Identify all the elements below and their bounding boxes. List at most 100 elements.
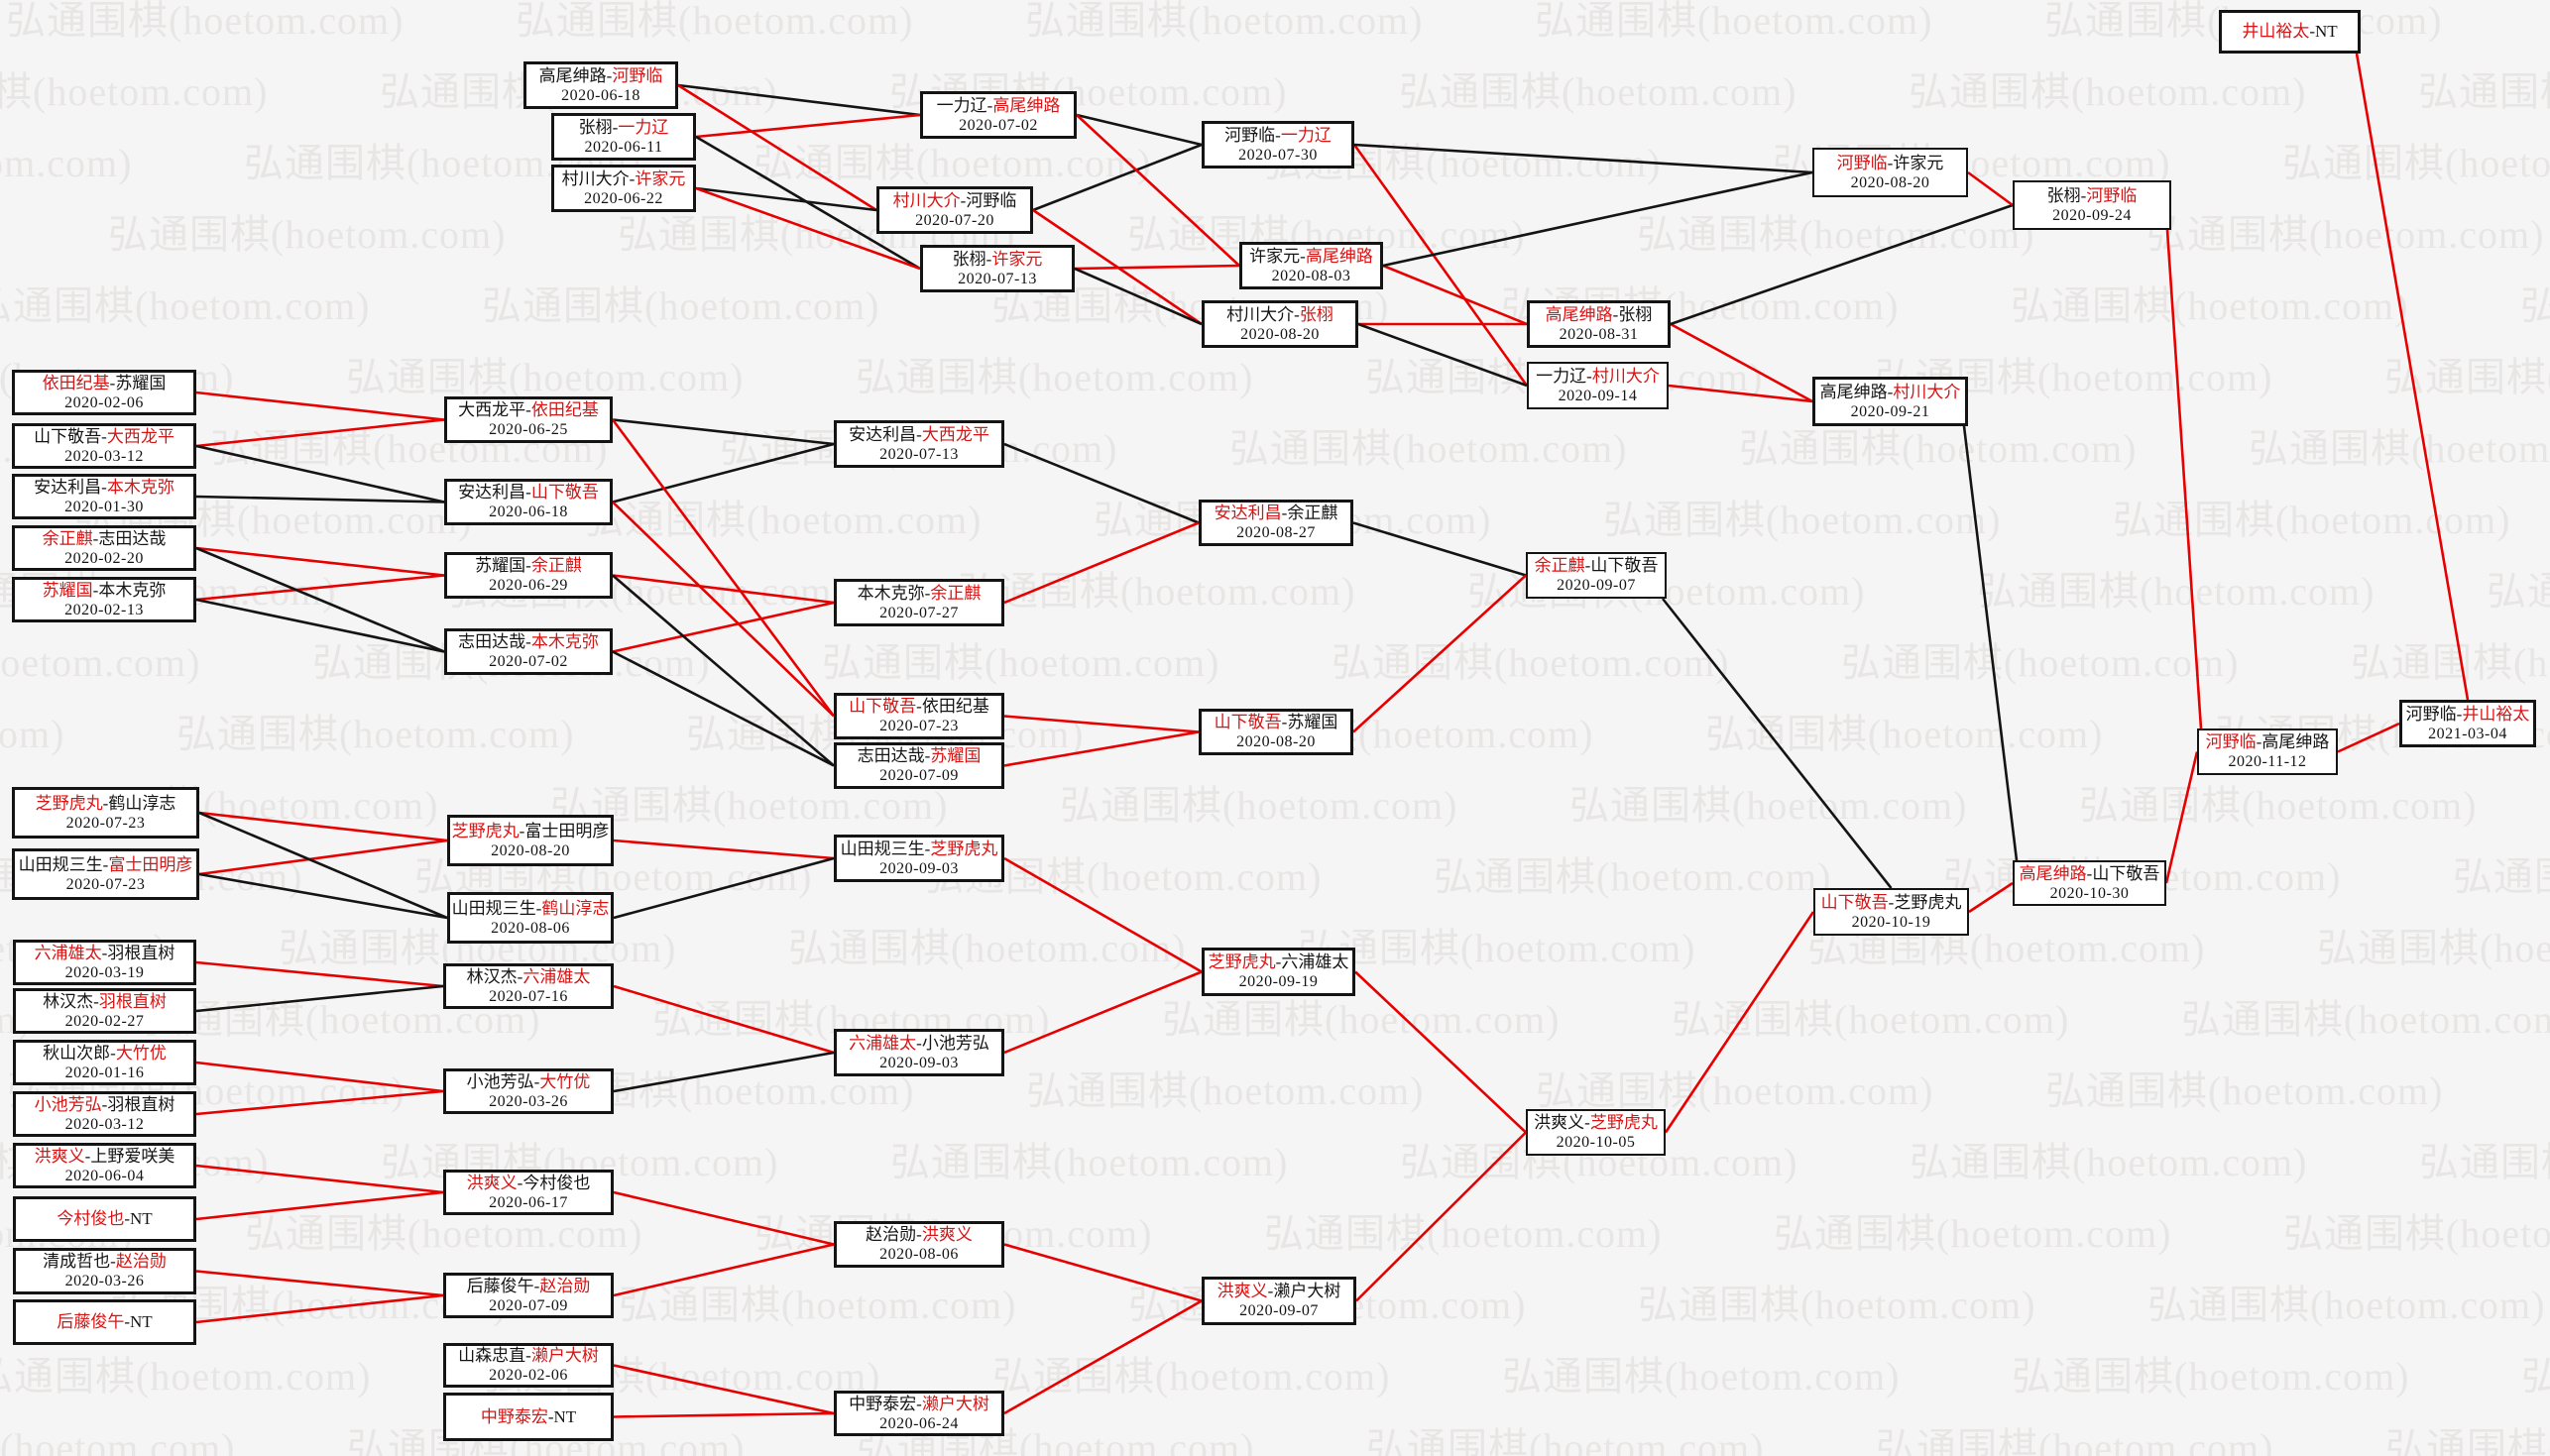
winner-path-line — [1355, 1131, 1527, 1302]
loser-name: 安达利昌 — [458, 483, 526, 502]
match-box-t6[interactable]: 张栩-许家元 2020-07-13 — [920, 245, 1075, 292]
loser-name: 富士田明彦 — [524, 821, 610, 840]
winner-name: 富士田明彦 — [108, 854, 193, 874]
winner-path-line — [612, 501, 835, 718]
winner-name: 依田纪基 — [530, 400, 599, 419]
match-box-q4[interactable]: 后藤俊午-NT — [13, 1299, 196, 1345]
site-watermark: 弘通围棋(hoetom.com) — [584, 498, 983, 542]
loser-name: 鹤山淳志 — [108, 793, 176, 813]
match-box-n2[interactable]: 山田规三生-富士田明彦 2020-07-23 — [12, 848, 199, 900]
match-box-q5[interactable]: 洪爽义-今村俊也 2020-06-17 — [443, 1170, 614, 1215]
site-watermark: 弘通围棋(hoetom.com) — [0, 1354, 372, 1399]
match-box-t4[interactable]: 一力辽-高尾绅路 2020-07-02 — [920, 91, 1077, 139]
vs-dash: - — [517, 966, 523, 986]
match-box-q3[interactable]: 清成哲也-赵治勋 2020-03-26 — [13, 1248, 196, 1294]
match-box-s2[interactable]: 山下敬吾-芝野虎丸 2020-10-19 — [1813, 888, 1969, 936]
match-box-n5[interactable]: 山田规三生-芝野虎丸 2020-09-03 — [834, 835, 1004, 882]
match-box-m16[interactable]: 余正麒-山下敬吾 2020-09-07 — [1526, 552, 1667, 599]
match-box-m4[interactable]: 余正麒-志田达哉 2020-02-20 — [12, 525, 196, 571]
match-box-m15[interactable]: 山下敬吾-苏耀国 2020-08-20 — [1199, 709, 1353, 755]
match-box-q6[interactable]: 后藤俊午-赵治勋 2020-07-09 — [443, 1273, 614, 1318]
loser-path-line — [612, 442, 835, 504]
match-box-p4[interactable]: 小池芳弘-羽根直树 2020-03-12 — [13, 1091, 196, 1137]
match-date: 2020-07-20 — [915, 211, 994, 229]
match-box-t17[interactable]: 河野临-井山裕太 2021-03-04 — [2399, 700, 2536, 747]
loser-name: 高尾绅路 — [538, 65, 607, 85]
match-box-m14[interactable]: 安达利昌-余正麒 2020-08-27 — [1199, 500, 1353, 546]
match-box-t15[interactable]: 井山裕太-NT — [2219, 10, 2361, 54]
match-players: 高尾绅路-山下敬吾 — [2020, 864, 2160, 884]
match-box-t12[interactable]: 河野临-许家元 2020-08-20 — [1812, 148, 1968, 197]
loser-name: 一力辽 — [1536, 366, 1587, 386]
winner-name: 鹤山淳志 — [541, 898, 610, 918]
match-players: 河野临-井山裕太 — [2406, 705, 2530, 725]
match-box-m10[interactable]: 安达利昌-大西龙平 2020-07-13 — [834, 420, 1004, 468]
match-box-t8[interactable]: 许家元-高尾绅路 2020-08-03 — [1239, 242, 1383, 289]
match-box-n7[interactable]: 芝野虎丸-六浦雄太 2020-09-19 — [1202, 948, 1355, 996]
winner-name: 六浦雄太 — [34, 943, 102, 962]
match-box-t9[interactable]: 村川大介-张栩 2020-08-20 — [1202, 300, 1358, 348]
match-box-p3[interactable]: 秋山次郎-大竹优 2020-01-16 — [13, 1040, 196, 1085]
match-box-m3[interactable]: 安达利昌-本木克弥 2020-01-30 — [12, 474, 196, 519]
match-box-t1[interactable]: 高尾绅路-河野临 2020-06-18 — [523, 61, 678, 109]
site-watermark: 弘通围棋(hoetom.com) — [1535, 0, 1933, 43]
match-box-m6[interactable]: 大西龙平-依田纪基 2020-06-25 — [444, 396, 613, 443]
winner-path-line — [195, 1293, 444, 1324]
vs-dash: - — [2256, 732, 2262, 751]
winner-name: 赵治勋 — [115, 1252, 167, 1271]
match-box-q9[interactable]: 赵治勋-洪爽义 2020-08-06 — [834, 1221, 1004, 1268]
loser-name: 山下敬吾 — [34, 426, 102, 446]
match-box-t11[interactable]: 一力辽-村川大介 2020-09-14 — [1527, 362, 1669, 409]
match-box-t7[interactable]: 河野临-一力辽 2020-07-30 — [1202, 121, 1354, 168]
loser-name: 后藤俊午 — [466, 1276, 534, 1295]
match-box-p6[interactable]: 小池芳弘-大竹优 2020-03-26 — [443, 1068, 614, 1114]
match-box-m11[interactable]: 本木克弥-余正麒 2020-07-27 — [834, 579, 1004, 626]
match-box-m2[interactable]: 山下敬吾-大西龙平 2020-03-12 — [12, 423, 196, 469]
match-box-m13[interactable]: 志田达哉-苏耀国 2020-07-09 — [834, 742, 1004, 789]
match-date: 2020-03-12 — [64, 447, 144, 465]
vs-dash: - — [124, 1209, 130, 1228]
match-box-s1[interactable]: 洪爽义-芝野虎丸 2020-10-05 — [1526, 1109, 1666, 1156]
match-box-n1[interactable]: 芝野虎丸-鹤山淳志 2020-07-23 — [12, 787, 199, 839]
site-watermark: 弘通围棋(hoetom.com) — [482, 283, 880, 328]
loser-name: 高尾绅路 — [2261, 732, 2330, 751]
match-players: 后藤俊午-赵治勋 — [467, 1277, 591, 1296]
match-box-t3[interactable]: 村川大介-许家元 2020-06-22 — [551, 165, 696, 212]
match-box-t13[interactable]: 高尾绅路-村川大介 2020-09-21 — [1812, 377, 1968, 426]
match-box-t18[interactable]: 高尾绅路-山下敬吾 2020-10-30 — [2013, 860, 2166, 906]
match-box-m5[interactable]: 苏耀国-本木克弥 2020-02-13 — [12, 577, 196, 622]
match-box-m12[interactable]: 山下敬吾-依田纪基 2020-07-23 — [834, 693, 1004, 739]
match-box-p2[interactable]: 林汉杰-羽根直树 2020-02-27 — [13, 988, 196, 1034]
match-box-p5[interactable]: 林汉杰-六浦雄太 2020-07-16 — [443, 963, 614, 1009]
match-box-q11[interactable]: 洪爽义-濑户大树 2020-09-07 — [1202, 1277, 1356, 1325]
match-box-t16[interactable]: 河野临-高尾绅路 2020-11-12 — [2197, 728, 2338, 775]
match-box-q1[interactable]: 洪爽义-上野爱咲美 2020-06-04 — [13, 1143, 196, 1188]
match-box-m1[interactable]: 依田纪基-苏耀国 2020-02-06 — [12, 370, 196, 415]
match-box-n4[interactable]: 山田规三生-鹤山淳志 2020-08-06 — [447, 892, 614, 944]
match-date: 2020-11-12 — [2228, 753, 2307, 770]
match-box-q2[interactable]: 今村俊也-NT — [13, 1196, 196, 1242]
match-date: 2020-10-30 — [2049, 884, 2130, 902]
match-date: 2020-07-27 — [879, 604, 959, 621]
match-box-t14[interactable]: 张栩-河野临 2020-09-24 — [2013, 180, 2171, 230]
match-players: 山下敬吾-依田纪基 — [849, 697, 989, 717]
match-box-n3[interactable]: 芝野虎丸-富士田明彦 2020-08-20 — [447, 815, 614, 866]
match-box-q8[interactable]: 中野泰宏-NT — [443, 1393, 614, 1441]
match-box-q7[interactable]: 山森忠直-濑户大树 2020-02-06 — [443, 1343, 614, 1388]
winner-name: 河野临 — [1836, 153, 1888, 172]
match-box-q10[interactable]: 中野泰宏-濑户大树 2020-06-24 — [834, 1391, 1004, 1436]
match-box-t10[interactable]: 高尾绅路-张栩 2020-08-31 — [1527, 300, 1671, 348]
site-watermark: 弘通围棋(hoetom.com) — [1502, 1354, 1901, 1399]
match-players: 洪爽义-濑户大树 — [1217, 1282, 1341, 1301]
winner-name: 山下敬吾 — [849, 697, 917, 716]
match-box-m8[interactable]: 苏耀国-余正麒 2020-06-29 — [444, 552, 613, 599]
match-players: 安达利昌-本木克弥 — [34, 478, 174, 498]
match-box-p1[interactable]: 六浦雄太-羽根直树 2020-03-19 — [13, 940, 196, 985]
match-box-t5[interactable]: 村川大介-河野临 2020-07-20 — [876, 186, 1033, 234]
match-box-m7[interactable]: 安达利昌-山下敬吾 2020-06-18 — [444, 479, 613, 525]
match-box-m9[interactable]: 志田达哉-本木克弥 2020-07-02 — [444, 628, 613, 675]
match-box-t2[interactable]: 张栩-一力辽 2020-06-11 — [551, 113, 696, 161]
match-players: 志田达哉-本木克弥 — [458, 632, 599, 652]
match-box-n6[interactable]: 六浦雄太-小池芳弘 2020-09-03 — [834, 1029, 1004, 1076]
